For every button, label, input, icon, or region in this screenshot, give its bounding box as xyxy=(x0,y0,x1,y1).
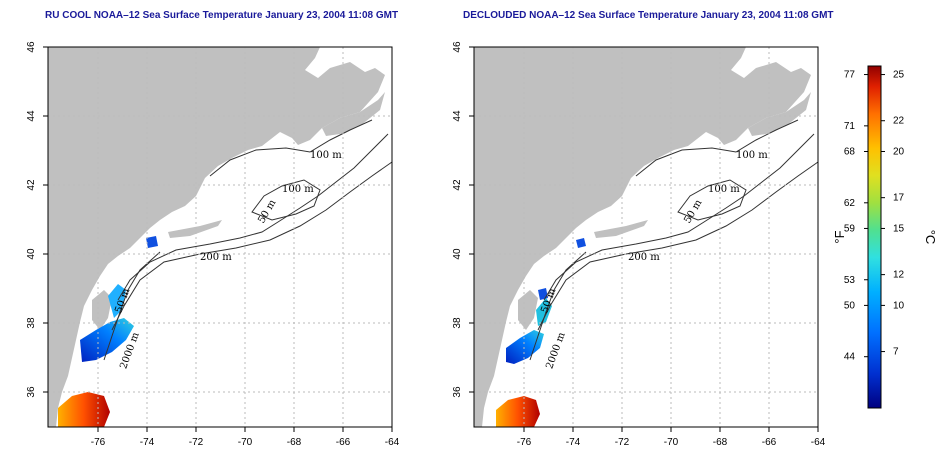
left-sst-map: 100 m 100 m 50 m 200 m 50 m 2000 m -76 -… xyxy=(26,41,400,448)
contour-label: 200 m xyxy=(200,252,232,263)
celsius-tick-label: 22 xyxy=(893,116,905,127)
colorbar-gradient xyxy=(867,65,882,409)
x-tick-label: -70 xyxy=(664,437,679,448)
x-tick-label: -76 xyxy=(517,437,532,448)
fahrenheit-tick-label: 68 xyxy=(844,147,856,158)
celsius-tick-label: 7 xyxy=(893,347,899,358)
sst-small-patch xyxy=(576,238,586,248)
fahrenheit-tick-label: 77 xyxy=(844,70,856,81)
y-tick-label: 38 xyxy=(26,317,37,329)
right-map-title: DECLOUDED NOAA–12 Sea Surface Temperatur… xyxy=(463,10,834,21)
sst-cool-patch xyxy=(80,318,134,362)
grid-lines xyxy=(48,47,392,427)
celsius-tick-label: 20 xyxy=(893,147,905,158)
celsius-tick-label: 10 xyxy=(893,300,905,311)
celsius-tick-label: 12 xyxy=(893,270,905,281)
sst-cool-strip xyxy=(536,298,552,326)
depth-contour-inner xyxy=(543,133,815,301)
nova-scotia xyxy=(322,92,385,136)
celsius-unit-label: °C xyxy=(923,230,938,245)
x-tick-label: -76 xyxy=(91,437,106,448)
x-axis: -76 -74 -72 -70 -68 -66 -64 xyxy=(91,427,400,448)
depth-contour-outer xyxy=(111,161,393,331)
map-frame xyxy=(473,46,819,428)
sst-cool-strip xyxy=(108,284,126,318)
contour-label: 200 m xyxy=(628,252,660,263)
x-tick-label: -72 xyxy=(615,437,630,448)
x-tick-label: -68 xyxy=(287,437,302,448)
fahrenheit-unit-label: °F xyxy=(832,230,847,243)
fahrenheit-tick-label: 62 xyxy=(844,198,856,209)
x-tick-label: -74 xyxy=(140,437,155,448)
y-tick-label: 36 xyxy=(452,386,463,398)
land-mass xyxy=(48,47,385,427)
fahrenheit-tick-label: 44 xyxy=(844,352,856,363)
land-mass xyxy=(474,47,811,427)
x-tick-label: -72 xyxy=(189,437,204,448)
sst-warm-patch xyxy=(496,396,540,427)
fahrenheit-scale: 77 71 68 62 59 53 50 44 xyxy=(844,70,868,363)
x-tick-label: -66 xyxy=(762,437,777,448)
y-tick-label: 40 xyxy=(452,248,463,260)
y-tick-label: 42 xyxy=(452,179,463,191)
y-tick-label: 36 xyxy=(26,386,37,398)
nova-scotia xyxy=(748,92,811,136)
cape-cod xyxy=(292,122,312,138)
celsius-scale: 25 22 20 17 15 12 10 7 xyxy=(881,70,905,358)
x-tick-label: -66 xyxy=(336,437,351,448)
x-tick-label: -70 xyxy=(238,437,253,448)
temperature-colorbar: 77 71 68 62 59 53 50 44 25 22 20 17 15 12 10 7 °F °C xyxy=(832,65,938,409)
celsius-tick-label: 17 xyxy=(893,193,905,204)
y-tick-label: 44 xyxy=(26,110,37,122)
sst-small-patch xyxy=(146,236,158,248)
y-tick-label: 40 xyxy=(26,248,37,260)
celsius-tick-label: 25 xyxy=(893,70,905,81)
sst-cool-patch xyxy=(506,330,544,364)
x-tick-label: -64 xyxy=(385,437,400,448)
gulf-of-maine-contour xyxy=(209,119,373,177)
georges-bank-contour xyxy=(251,179,321,221)
fahrenheit-tick-label: 59 xyxy=(844,223,856,234)
contour-label: 100 m xyxy=(736,150,768,161)
contour-label: 100 m xyxy=(708,184,740,195)
x-tick-label: -68 xyxy=(713,437,728,448)
y-axis: 36 38 40 42 44 46 xyxy=(452,41,474,398)
y-tick-label: 46 xyxy=(26,41,37,53)
cape-cod xyxy=(718,122,738,138)
y-axis: 36 38 40 42 44 46 xyxy=(26,41,48,398)
x-axis: -76 -74 -72 -70 -68 -66 -64 xyxy=(517,427,826,448)
fahrenheit-tick-label: 53 xyxy=(844,275,856,286)
map-frame xyxy=(47,46,393,428)
depth-contour-inner xyxy=(117,133,389,301)
grid-lines xyxy=(474,47,818,427)
left-map-title: RU COOL NOAA–12 Sea Surface Temperature … xyxy=(45,10,399,21)
celsius-tick-label: 15 xyxy=(893,223,905,234)
contour-label: 100 m xyxy=(282,184,314,195)
right-sst-map: 100 m 100 m 50 m 200 m 50 m 2000 m -76 -… xyxy=(452,41,826,448)
depth-contour-shelf xyxy=(529,251,587,361)
gulf-of-maine-contour xyxy=(635,119,799,177)
fahrenheit-tick-label: 50 xyxy=(844,300,856,311)
delmarva xyxy=(518,290,538,330)
y-tick-label: 38 xyxy=(452,317,463,329)
sst-warm-patch xyxy=(58,392,110,427)
y-tick-label: 46 xyxy=(452,41,463,53)
long-island xyxy=(168,220,222,238)
x-tick-label: -64 xyxy=(811,437,826,448)
depth-contour-outer xyxy=(537,161,819,331)
depth-contour-shelf xyxy=(103,251,161,361)
contour-label: 100 m xyxy=(310,150,342,161)
long-island xyxy=(594,220,648,238)
fahrenheit-tick-label: 71 xyxy=(844,121,856,132)
delmarva xyxy=(92,290,112,330)
x-tick-label: -74 xyxy=(566,437,581,448)
georges-bank-contour xyxy=(677,179,747,221)
y-tick-label: 44 xyxy=(452,110,463,122)
y-tick-label: 42 xyxy=(26,179,37,191)
